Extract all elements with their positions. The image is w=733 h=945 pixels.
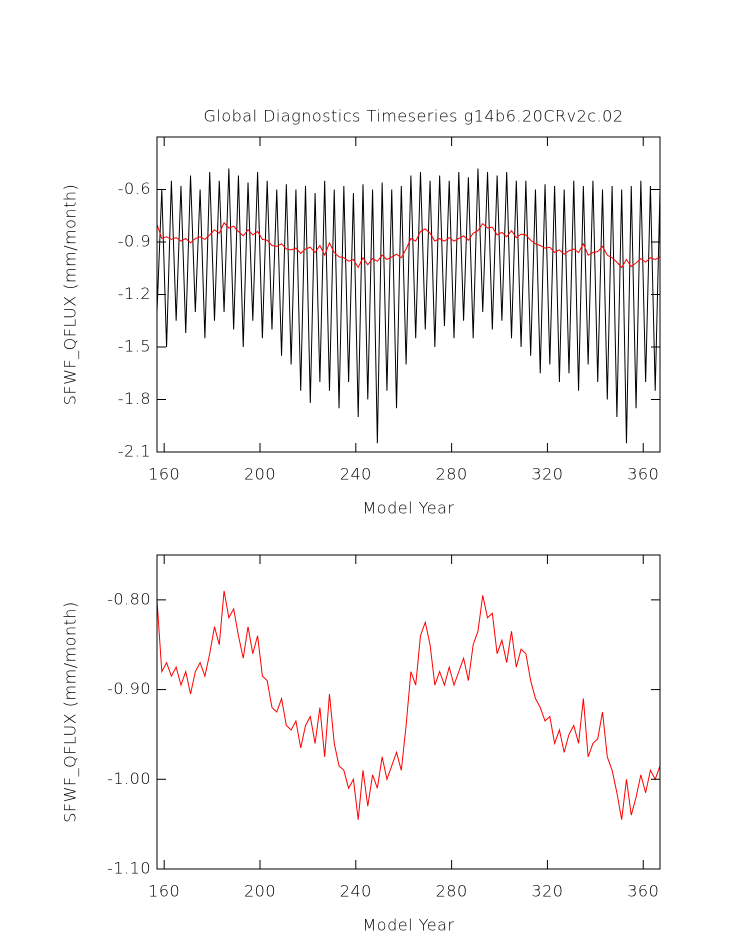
y-tick-label: -0.9 [118, 232, 151, 251]
x-tick-label: 240 [340, 465, 372, 484]
y-axis-label: SFWF_QFLUX (mm/month) [61, 184, 80, 406]
x-tick-label: 360 [627, 882, 659, 901]
y-tick-label: -1.00 [107, 769, 151, 788]
plot-frame [156, 554, 661, 870]
series-line [157, 221, 660, 269]
x-axis-label: Model Year [363, 916, 455, 935]
series-line [157, 590, 660, 820]
x-tick-label: 280 [436, 882, 468, 901]
x-tick-label: 200 [244, 465, 276, 484]
y-tick-label: -0.80 [107, 589, 151, 608]
y-tick-label: -0.90 [107, 679, 151, 698]
y-tick-label: -2.1 [118, 442, 151, 461]
x-tick-label: 360 [627, 465, 659, 484]
y-axis-label: SFWF_QFLUX (mm/month) [61, 601, 80, 823]
x-tick-label: 200 [244, 882, 276, 901]
x-tick-label: 280 [436, 465, 468, 484]
y-tick-label: -0.6 [118, 179, 151, 198]
y-tick-label: -1.8 [118, 389, 151, 408]
chart-title: Global Diagnostics Timeseries g14b6.20CR… [203, 107, 623, 126]
y-tick-label: -1.2 [118, 284, 151, 303]
x-tick-label: 320 [531, 465, 563, 484]
x-axis-label: Model Year [363, 499, 455, 518]
series-line [157, 168, 660, 444]
y-tick-label: -1.5 [118, 337, 151, 356]
x-tick-label: 240 [340, 882, 372, 901]
y-tick-label: -1.10 [107, 859, 151, 878]
x-tick-label: 160 [148, 882, 180, 901]
x-tick-label: 160 [148, 465, 180, 484]
x-tick-label: 320 [531, 882, 563, 901]
